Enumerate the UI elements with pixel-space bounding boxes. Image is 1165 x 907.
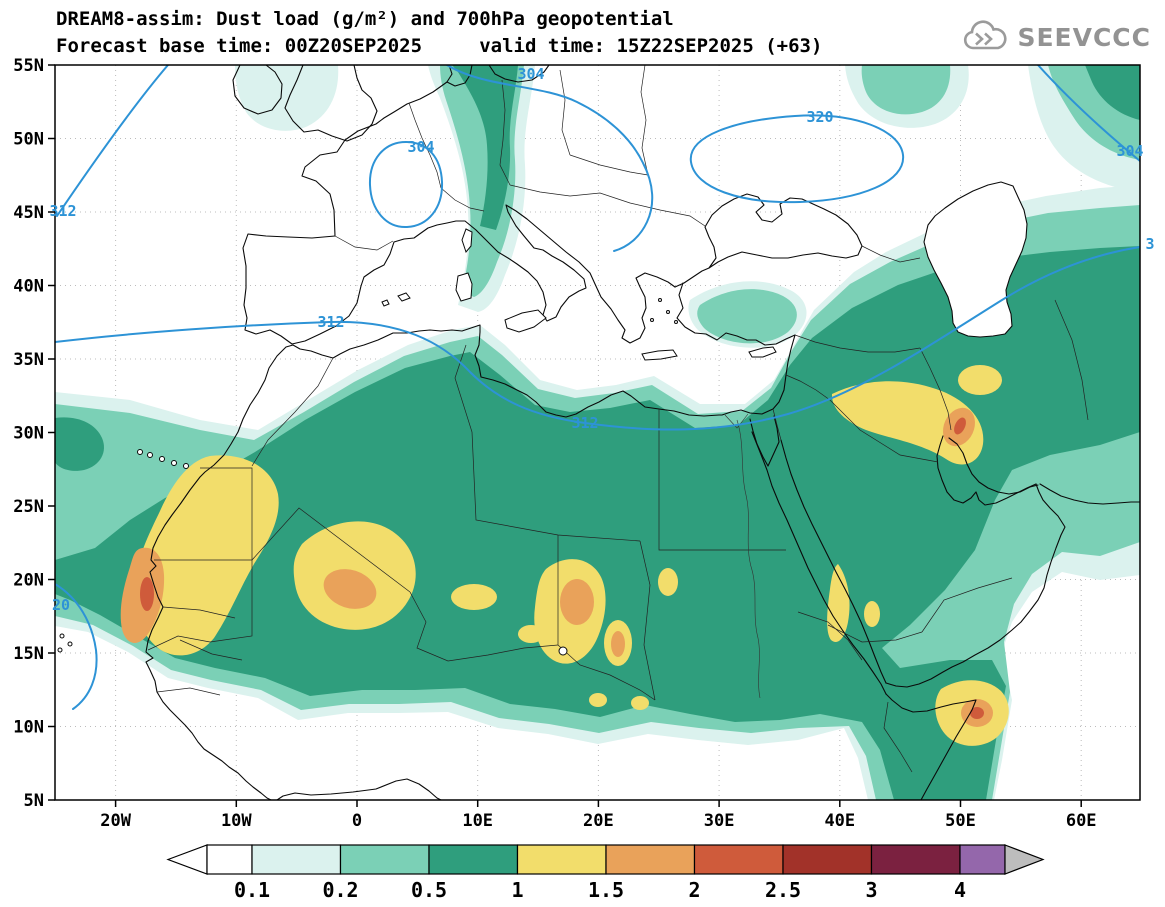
coastlines [57, 65, 1140, 800]
svg-text:25N: 25N [13, 497, 44, 517]
svg-text:4: 4 [954, 878, 966, 902]
svg-text:20W: 20W [100, 811, 131, 831]
svg-text:320: 320 [806, 108, 833, 126]
svg-text:312: 312 [49, 202, 76, 220]
svg-text:2.5: 2.5 [765, 878, 801, 902]
geopotential-contours [55, 65, 1140, 710]
svg-text:3: 3 [865, 878, 877, 902]
svg-text:0.1: 0.1 [234, 878, 270, 902]
svg-text:2: 2 [688, 878, 700, 902]
svg-text:304: 304 [517, 65, 544, 83]
axis-labels: 20W 10W 0 10E 20E 30E 40E 50E 60E 55N 50N 45N 40N 35N… [13, 56, 1096, 831]
svg-text:30E: 30E [704, 811, 735, 831]
dust-shading [55, 65, 1140, 800]
svg-text:15N: 15N [13, 644, 44, 664]
svg-text:10E: 10E [462, 811, 493, 831]
cloud-icon [964, 20, 1007, 50]
svg-text:0: 0 [352, 811, 362, 831]
svg-text:3: 3 [1145, 235, 1154, 253]
svg-text:304: 304 [407, 138, 434, 156]
chart-title: DREAM8-assim: Dust load (g/m²) and 700hP… [56, 8, 674, 30]
svg-text:50N: 50N [13, 130, 44, 150]
svg-text:0.2: 0.2 [322, 878, 358, 902]
svg-text:20E: 20E [583, 811, 614, 831]
seevccc-logo: SEEVCCC [959, 18, 1151, 56]
logo-text: SEEVCCC [1017, 22, 1151, 52]
svg-text:45N: 45N [13, 203, 44, 223]
svg-text:10N: 10N [13, 718, 44, 738]
svg-text:20N: 20N [13, 571, 44, 591]
svg-text:40E: 40E [824, 811, 855, 831]
chart-titles: DREAM8-assim: Dust load (g/m²) and 700hP… [56, 6, 822, 60]
svg-text:55N: 55N [13, 56, 44, 76]
svg-text:40N: 40N [13, 277, 44, 297]
svg-text:20: 20 [52, 596, 70, 614]
svg-text:0.5: 0.5 [411, 878, 447, 902]
svg-text:60E: 60E [1066, 811, 1097, 831]
svg-text:304: 304 [1116, 142, 1143, 160]
svg-text:312: 312 [571, 414, 598, 432]
country-borders [147, 65, 1089, 773]
svg-text:30N: 30N [13, 424, 44, 444]
svg-text:5N: 5N [24, 791, 44, 811]
contour-labels: 312 304 304 320 304 3 312 312 20 [49, 65, 1154, 614]
svg-text:50E: 50E [945, 811, 976, 831]
chart-subtitle: Forecast base time: 00Z20SEP2025 valid t… [56, 35, 823, 57]
svg-text:312: 312 [317, 313, 344, 331]
colorbar: 0.1 0.2 0.5 1 1.5 2 2.5 3 4 [166, 844, 1045, 902]
svg-text:10W: 10W [221, 811, 252, 831]
svg-text:1: 1 [511, 878, 523, 902]
svg-text:35N: 35N [13, 350, 44, 370]
svg-text:1.5: 1.5 [588, 878, 624, 902]
